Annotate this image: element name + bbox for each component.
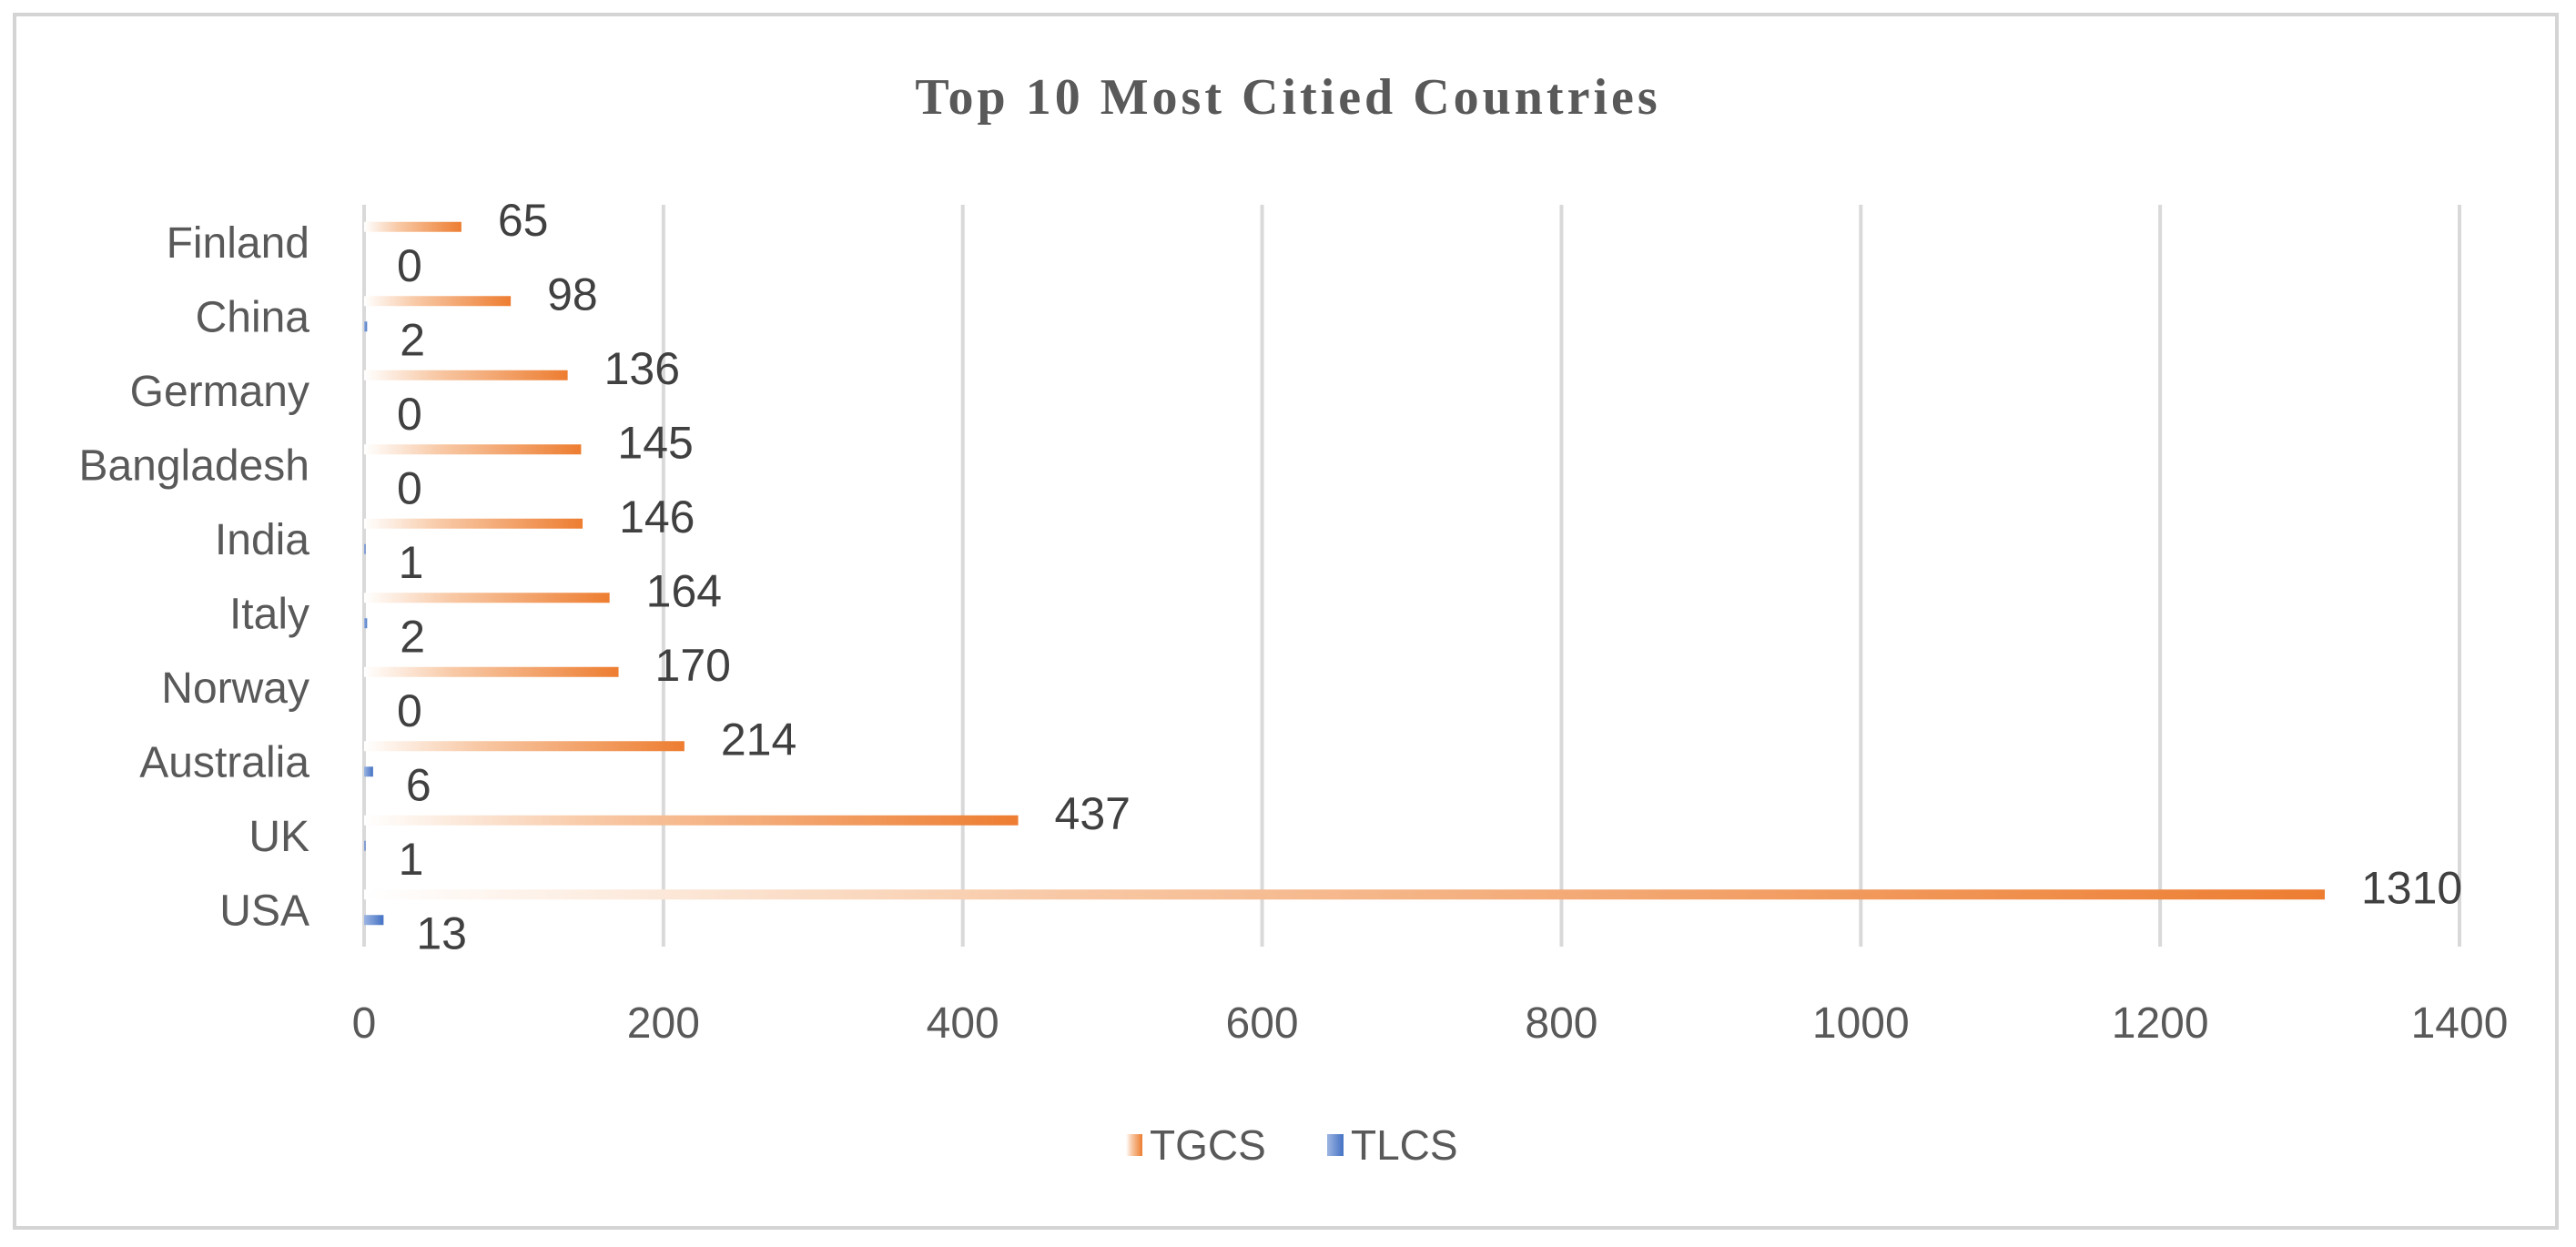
data-label-tlcs-usa: 13 [416,907,467,958]
data-label-tgcs-usa: 1310 [2361,862,2462,913]
legend-label-tgcs: TGCS [1150,1121,1266,1169]
legend: TGCS TLCS [1126,1121,1458,1169]
bar-tgcs-uk [364,815,1019,826]
data-label-tlcs-finland: 0 [397,240,422,291]
data-label-tlcs-germany: 0 [397,389,422,440]
bar-tlcs-usa [364,915,384,926]
legend-label-tlcs: TLCS [1351,1121,1458,1169]
category-label-india: India [215,516,309,564]
bar-tgcs-finland [364,221,461,232]
x-tick-label: 200 [627,999,700,1048]
bars [364,221,2326,926]
x-tick-label: 400 [927,999,999,1048]
x-tick-label: 800 [1525,999,1597,1048]
data-label-tgcs-australia: 214 [721,714,796,765]
bar-tgcs-italy [364,593,610,603]
chart-frame [13,13,2559,1230]
category-label-germany: Germany [130,368,309,416]
bar-tlcs-uk [364,840,366,851]
data-label-tlcs-norway: 0 [397,685,422,736]
bar-tgcs-india [364,518,583,529]
category-label-bangladesh: Bangladesh [78,441,309,490]
bar-tlcs-china [364,321,368,332]
bar-tgcs-norway [364,666,619,677]
bar-tgcs-germany [364,370,568,380]
bar-tgcs-australia [364,741,685,752]
x-tick-label: 1200 [2112,999,2209,1048]
data-label-tlcs-uk: 1 [399,834,424,885]
bar-tgcs-china [364,296,512,307]
category-label-uk: UK [248,813,309,861]
bar-tlcs-australia [364,766,373,777]
data-label-tlcs-italy: 2 [400,611,425,662]
x-tick-label: 1000 [1812,999,1910,1048]
data-label-tgcs-italy: 164 [646,565,722,616]
data-label-tlcs-china: 2 [400,314,425,365]
bar-tlcs-italy [364,618,368,629]
data-label-tgcs-germany: 136 [604,343,680,394]
x-tick-label: 600 [1226,999,1299,1048]
category-label-china: China [196,293,310,341]
category-label-australia: Australia [139,738,309,786]
category-label-usa: USA [219,887,309,935]
y-axis-category-labels: USA UK Australia Norway Italy India Bangladesh… [78,219,309,936]
x-tick-label: 0 [352,999,377,1048]
legend-swatch-tlcs [1327,1134,1344,1156]
category-label-italy: Italy [229,590,309,638]
data-label-tlcs-bangladesh: 0 [397,462,422,513]
bar-tlcs-india [364,543,366,554]
data-label-tgcs-india: 146 [619,492,695,542]
data-label-tgcs-bangladesh: 145 [617,417,693,468]
x-tick-label: 1400 [2411,999,2509,1048]
category-label-norway: Norway [161,664,309,713]
bar-tgcs-usa [364,889,2326,900]
data-label-tgcs-norway: 170 [655,640,731,691]
data-label-tgcs-china: 98 [547,269,598,319]
x-axis-tick-labels: 0 200 400 600 800 1000 1200 1400 [352,999,2509,1048]
category-label-finland: Finland [167,219,309,268]
data-label-tgcs-uk: 437 [1055,788,1131,839]
bar-tgcs-bangladesh [364,444,582,455]
chart-title: Top 10 Most Citied Countries [915,69,1660,126]
data-label-tlcs-india: 1 [399,537,424,588]
data-label-tgcs-finland: 65 [498,195,549,246]
legend-swatch-tgcs [1126,1134,1142,1156]
data-label-tlcs-australia: 6 [406,759,431,810]
